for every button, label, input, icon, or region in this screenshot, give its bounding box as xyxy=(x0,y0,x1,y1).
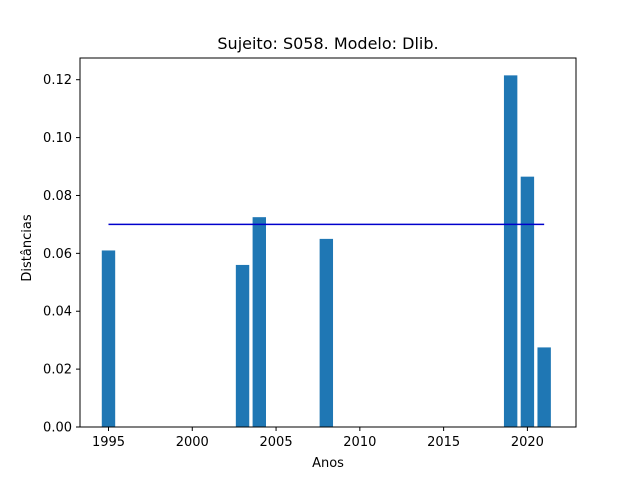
bar-2003 xyxy=(235,264,250,427)
bars-group xyxy=(101,75,551,427)
x-tick-label-1995: 1995 xyxy=(92,435,125,450)
plot-frame xyxy=(79,57,577,428)
bar-2008 xyxy=(319,238,334,427)
y-axis-ticks: 0.00 0.02 0.04 0.06 0.08 0.10 0.12 xyxy=(43,73,80,436)
bar-1995 xyxy=(101,250,116,427)
x-tick-label-2020: 2020 xyxy=(511,435,544,450)
y-tick-label-2: 0.04 xyxy=(43,305,72,320)
y-axis-label: Distâncias xyxy=(20,214,35,281)
x-tick-label-2010: 2010 xyxy=(343,435,376,450)
bar-2020 xyxy=(520,176,535,427)
x-tick-label-2000: 2000 xyxy=(176,435,209,450)
y-tick-label-5: 0.10 xyxy=(43,131,72,146)
bar-2019 xyxy=(503,75,518,427)
y-tick-label-1: 0.02 xyxy=(43,363,72,378)
bar-2004 xyxy=(252,217,266,427)
x-tick-label-2005: 2005 xyxy=(260,435,293,450)
y-tick-label-0: 0.00 xyxy=(43,421,72,436)
bar-2021 xyxy=(537,347,551,427)
x-tick-label-2015: 2015 xyxy=(427,435,460,450)
chart-title: Sujeito: S058. Modelo: Dlib. xyxy=(217,34,438,53)
y-tick-label-6: 0.12 xyxy=(43,73,72,88)
x-axis-ticks: 1995 2000 2005 2010 2015 2020 xyxy=(92,427,544,450)
y-tick-label-4: 0.08 xyxy=(43,189,72,204)
y-tick-label-3: 0.06 xyxy=(43,247,72,262)
x-axis-label: Anos xyxy=(312,456,344,471)
